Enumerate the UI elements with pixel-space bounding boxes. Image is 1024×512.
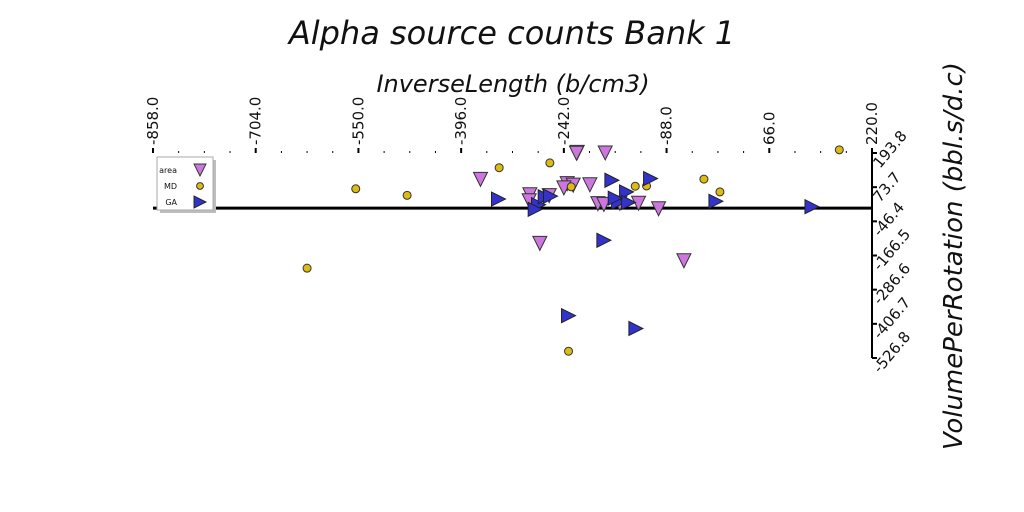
point-md — [402, 190, 412, 200]
x-tick-label: -550.0 — [349, 97, 367, 145]
chart-title: Alpha source counts Bank 1 — [287, 14, 735, 52]
point-area — [582, 177, 598, 193]
point-area — [650, 201, 667, 217]
point-ga — [708, 193, 725, 210]
legend-label: area — [159, 166, 177, 175]
point-md — [834, 145, 844, 155]
point-ga — [543, 188, 559, 204]
y-axis-label: VolumePerRotation (bbl.s/d.c) — [939, 62, 969, 450]
point-md — [564, 346, 574, 356]
point-ga — [596, 232, 612, 249]
x-tick-label: -396.0 — [452, 97, 470, 145]
point-md — [351, 184, 361, 194]
point-area — [568, 145, 585, 162]
point-area — [596, 196, 612, 213]
point-area — [676, 253, 692, 269]
point-ga — [604, 172, 620, 189]
point-md — [566, 182, 576, 192]
point-ga — [607, 190, 624, 206]
x-tick-label: 220.0 — [863, 102, 881, 145]
x-tick-label: -242.0 — [555, 97, 573, 145]
x-axis: -858.0 -704.0 -550.0 -396.0 -242.0 -88.0 66.0 2… — [144, 97, 881, 153]
point-md — [302, 263, 312, 273]
point-md — [494, 163, 504, 173]
legend-marker — [193, 195, 208, 209]
legend-marker — [193, 163, 207, 178]
data-markers — [181, 144, 844, 356]
point-area — [472, 171, 489, 188]
point-ga — [490, 191, 507, 207]
x-axis-label: InverseLength (b/cm3) — [376, 70, 649, 98]
legend-label: GA — [165, 198, 177, 207]
point-md — [699, 174, 709, 184]
point-ga — [619, 184, 635, 200]
point-ga — [561, 307, 577, 324]
point-md — [545, 158, 555, 168]
point-ga — [628, 320, 645, 337]
legend-label: MD — [164, 182, 177, 191]
point-ga — [621, 194, 637, 211]
x-tick-label: 66.0 — [760, 112, 778, 145]
y-axis: 193.873.7-46.4-166.5-286.6-406.7-526.8 — [869, 127, 914, 376]
point-area — [532, 235, 548, 252]
legend: area MD GA — [156, 156, 216, 213]
point-area — [630, 195, 647, 212]
x-tick-label: -704.0 — [247, 97, 265, 145]
y-tick-label: 73.7 — [869, 169, 904, 206]
point-ga — [527, 201, 544, 218]
x-tick-label: -858.0 — [144, 97, 162, 145]
point-area — [597, 145, 614, 162]
x-tick-label: -88.0 — [658, 106, 676, 145]
legend-marker — [196, 182, 204, 190]
point-ga — [804, 198, 821, 215]
point-ga — [643, 170, 659, 187]
point-md — [715, 187, 725, 197]
point-md — [630, 181, 640, 191]
